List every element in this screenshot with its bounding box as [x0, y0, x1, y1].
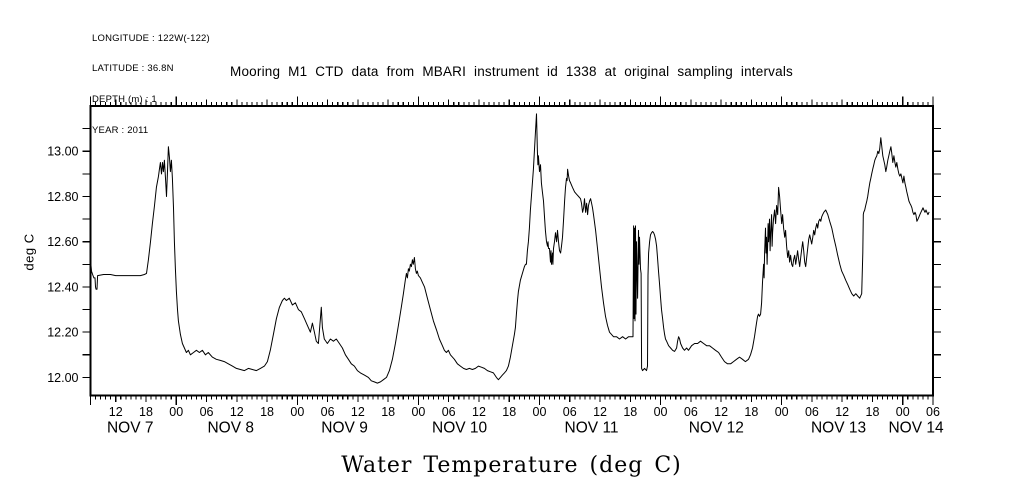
x-axis-hour-label: 18 — [866, 405, 880, 419]
y-axis-tick-label: 12.20 — [47, 326, 78, 340]
x-axis-date-label: NOV 8 — [207, 420, 254, 437]
x-axis-hour-label: 00 — [290, 405, 304, 419]
x-axis-hour-label: 18 — [502, 405, 516, 419]
x-axis-hour-label: 12 — [472, 405, 486, 419]
x-axis-hour-label: 00 — [775, 405, 789, 419]
variable-caption: Water Temperature (deg C) — [341, 453, 682, 478]
x-axis-hour-label: 00 — [896, 405, 910, 419]
station-metadata: LONGITUDE : 122W(-122) LATITUDE : 36.8N … — [92, 13, 210, 157]
x-axis-hour-label: 06 — [684, 405, 698, 419]
x-axis-hour-label: 00 — [411, 405, 425, 419]
x-axis-hour-label: 18 — [381, 405, 395, 419]
x-axis-date-label: NOV 13 — [811, 420, 866, 437]
x-axis-hour-label: 06 — [805, 405, 819, 419]
chart-title: Mooring M1 CTD data from MBARI instrumen… — [230, 64, 793, 79]
x-axis-hour-label: 18 — [623, 405, 637, 419]
x-axis-hour-label: 06 — [200, 405, 214, 419]
x-axis-hour-label: 00 — [169, 405, 183, 419]
metadata-depth: DEPTH (m) : 1 — [92, 94, 157, 106]
x-axis-hour-label: 06 — [442, 405, 456, 419]
x-axis-hour-label: 00 — [533, 405, 547, 419]
x-axis-date-label: NOV 7 — [107, 420, 154, 437]
x-axis-hour-label: 06 — [563, 405, 577, 419]
y-axis-tick-label: 13.00 — [47, 145, 78, 159]
metadata-year: YEAR : 2011 — [92, 125, 149, 137]
x-axis-hour-label: 12 — [230, 405, 244, 419]
x-axis-hour-label: 18 — [744, 405, 758, 419]
x-axis-hour-label: 18 — [139, 405, 153, 419]
y-axis-tick-label: 12.00 — [47, 371, 78, 385]
x-axis-date-label: NOV 14 — [888, 420, 944, 437]
y-axis-tick-label: 12.60 — [47, 235, 78, 249]
x-axis-hour-label: 12 — [593, 405, 607, 419]
y-axis-tick-label: 12.80 — [47, 190, 78, 204]
x-axis-hour-label: 18 — [260, 405, 274, 419]
metadata-latitude: LATITUDE : 36.8N — [92, 63, 174, 75]
x-axis-hour-label: 12 — [835, 405, 849, 419]
plot-frame — [89, 105, 934, 397]
y-axis-tick-label: 12.40 — [47, 280, 78, 294]
x-axis-hour-label: 06 — [926, 405, 940, 419]
x-axis-hour-label: 06 — [321, 405, 335, 419]
x-axis-date-label: NOV 10 — [432, 420, 488, 437]
x-axis-hour-label: 12 — [109, 405, 123, 419]
metadata-longitude: LONGITUDE : 122W(-122) — [92, 32, 210, 44]
x-axis-hour-label: 12 — [351, 405, 365, 419]
x-axis-hour-label: 00 — [654, 405, 668, 419]
x-axis-hour-label: 12 — [714, 405, 728, 419]
x-axis-date-label: NOV 9 — [321, 420, 368, 437]
x-axis-date-label: NOV 11 — [565, 420, 619, 437]
temperature-line — [90, 113, 930, 384]
x-axis-date-label: NOV 12 — [689, 420, 744, 437]
